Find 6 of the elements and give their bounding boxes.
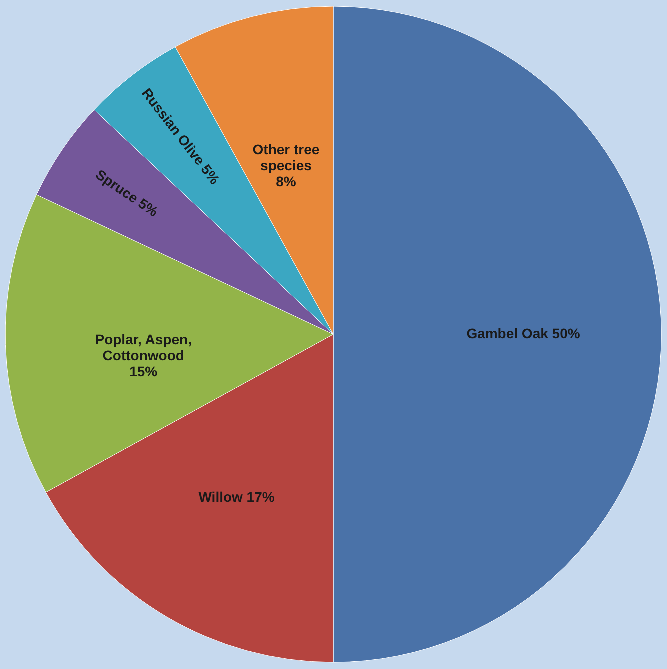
data-label: 8% xyxy=(276,173,297,190)
data-label: 15% xyxy=(130,363,158,380)
slice-label: Poplar, Aspen, Cottonwood xyxy=(95,331,192,364)
slice-label: Willow 17% xyxy=(198,489,276,506)
slice-label: Other tree species xyxy=(252,141,320,174)
slice-label: Gambel Oak 50% xyxy=(466,326,581,342)
